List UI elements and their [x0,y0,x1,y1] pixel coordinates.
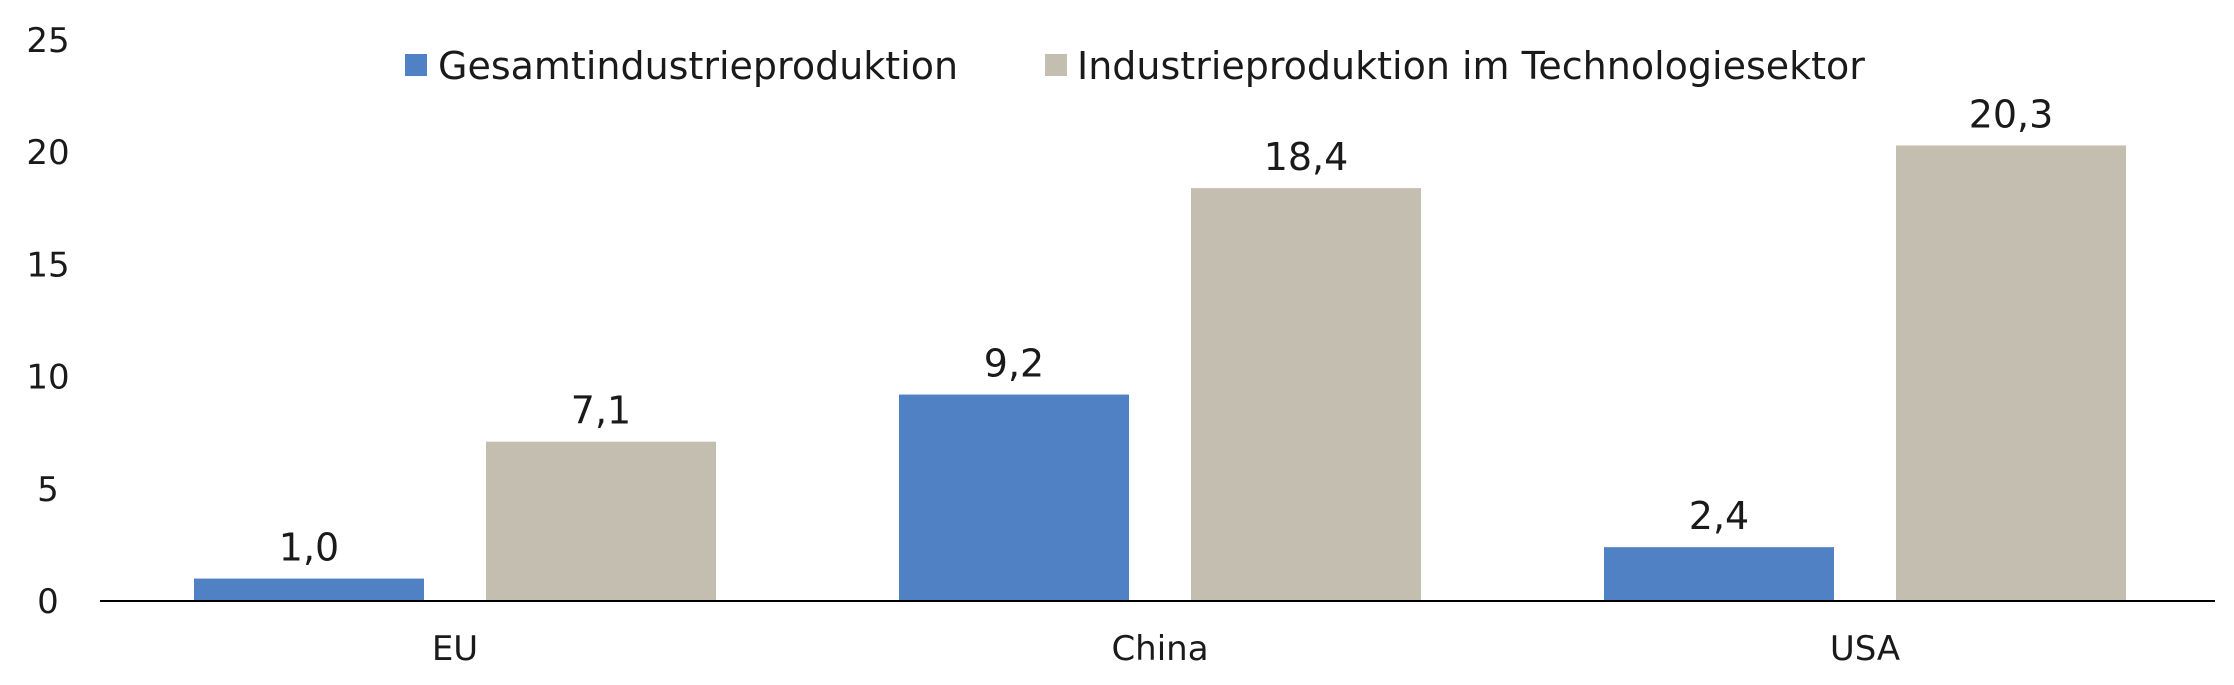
y-tick-label: 20 [26,133,69,173]
y-tick-label: 10 [26,358,69,398]
data-label: 1,0 [279,526,339,570]
y-axis: 0 5 10 15 20 25 [26,21,69,622]
legend-swatch-1 [1045,54,1067,76]
y-tick-label: 0 [37,582,59,622]
legend-label-1: Industrieproduktion im Technologiesektor [1077,44,1865,88]
data-label: 18,4 [1264,135,1349,179]
y-tick-label: 15 [26,245,69,285]
legend-swatch-0 [405,54,427,76]
x-category-label: China [1111,629,1208,669]
data-label: 2,4 [1689,494,1749,538]
data-label: 20,3 [1969,92,2054,136]
bars: 1,0 7,1 9,2 18,4 2,4 20,3 [194,92,2126,601]
y-tick-label: 5 [37,470,59,510]
bar-china-series-1 [1191,188,1421,601]
x-category-label: EU [432,629,478,669]
legend-label-0: Gesamtindustrieproduktion [438,44,958,88]
bar-eu-series-0 [194,578,424,601]
bar-eu-series-1 [486,441,716,601]
bar-china-series-0 [899,394,1129,601]
bar-usa-series-1 [1896,145,2126,601]
y-tick-label: 25 [26,21,69,61]
x-category-label: USA [1830,629,1900,669]
x-axis: EU China USA [100,600,2215,669]
legend: Gesamtindustrieproduktion Industrieprodu… [405,44,1865,88]
data-label: 9,2 [984,342,1044,386]
bar-usa-series-0 [1604,547,1834,601]
data-label: 7,1 [571,389,631,433]
